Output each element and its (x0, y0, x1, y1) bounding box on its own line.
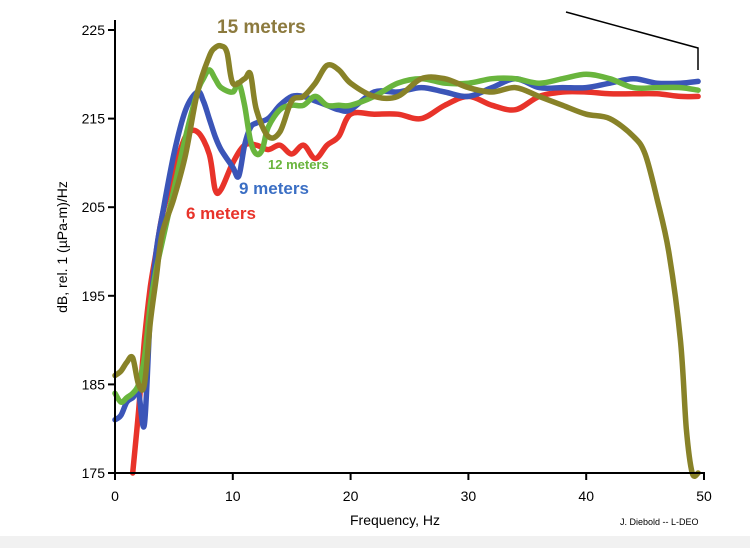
y-tick-label-215: 215 (82, 111, 106, 127)
x-tick-label-30: 30 (461, 488, 477, 504)
x-axis-label: Frequency, Hz (350, 512, 440, 528)
y-axis-label: dB, rel. 1 (µPa-m)/Hz (54, 181, 70, 313)
credit-text: J. Diebold -- L-DEO (620, 517, 699, 527)
tick-layer: 0 10 20 30 40 50 175 185 195 205 215 225 (82, 22, 712, 504)
bottom-margin-band (0, 536, 750, 548)
x-tick-label-0: 0 (111, 488, 119, 504)
series-line-9-meters (112, 75, 701, 430)
series-label-12m: 12 meters (268, 157, 329, 172)
x-tick-label-40: 40 (578, 488, 594, 504)
y-tick-label-225: 225 (82, 22, 106, 38)
series-label-6m: 6 meters (186, 204, 256, 223)
y-tick-label-175: 175 (82, 465, 106, 481)
series-line-6-meters (129, 88, 701, 476)
series-line-15-meters (112, 42, 701, 480)
y-tick-label-195: 195 (82, 288, 106, 304)
series-layer (112, 42, 701, 480)
x-tick-label-50: 50 (696, 488, 712, 504)
x-tick-label-20: 20 (343, 488, 359, 504)
series-label-15m: 15 meters (217, 17, 306, 38)
x-tick-label-10: 10 (225, 488, 241, 504)
corner-line (565, 11, 699, 70)
series-label-9m: 9 meters (239, 179, 309, 198)
y-tick-label-205: 205 (82, 199, 106, 215)
y-tick-label-185: 185 (82, 376, 106, 392)
